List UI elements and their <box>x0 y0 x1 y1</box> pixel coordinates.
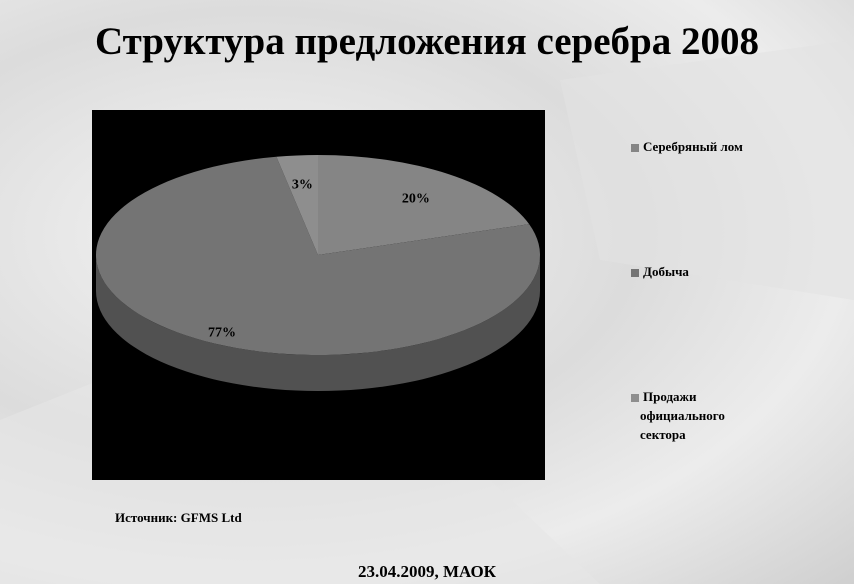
background-shape <box>560 40 854 300</box>
pie: 20% 77% 3% <box>95 155 540 391</box>
legend-label: Серебряный лом <box>643 139 743 154</box>
legend-label: Добыча <box>643 264 689 279</box>
data-label: 20% <box>402 192 430 207</box>
slice <box>95 156 540 355</box>
footer: 23.04.2009, МАОК <box>358 562 497 581</box>
legend-marker <box>631 269 639 277</box>
legend-marker <box>631 144 639 152</box>
chart-title: Структура предложения серебра 2008 <box>95 20 759 63</box>
legend: Серебряный лом Добыча Продажи официального с… <box>631 139 743 442</box>
data-label: 77% <box>208 325 236 340</box>
slice <box>318 155 530 255</box>
legend-marker <box>631 394 639 402</box>
source: Источник: GFMS Ltd <box>115 510 242 525</box>
slice <box>276 155 318 255</box>
data-label: 3% <box>292 178 313 193</box>
slice-side <box>96 255 540 391</box>
legend-label: Продажи официального сектора <box>640 389 725 442</box>
